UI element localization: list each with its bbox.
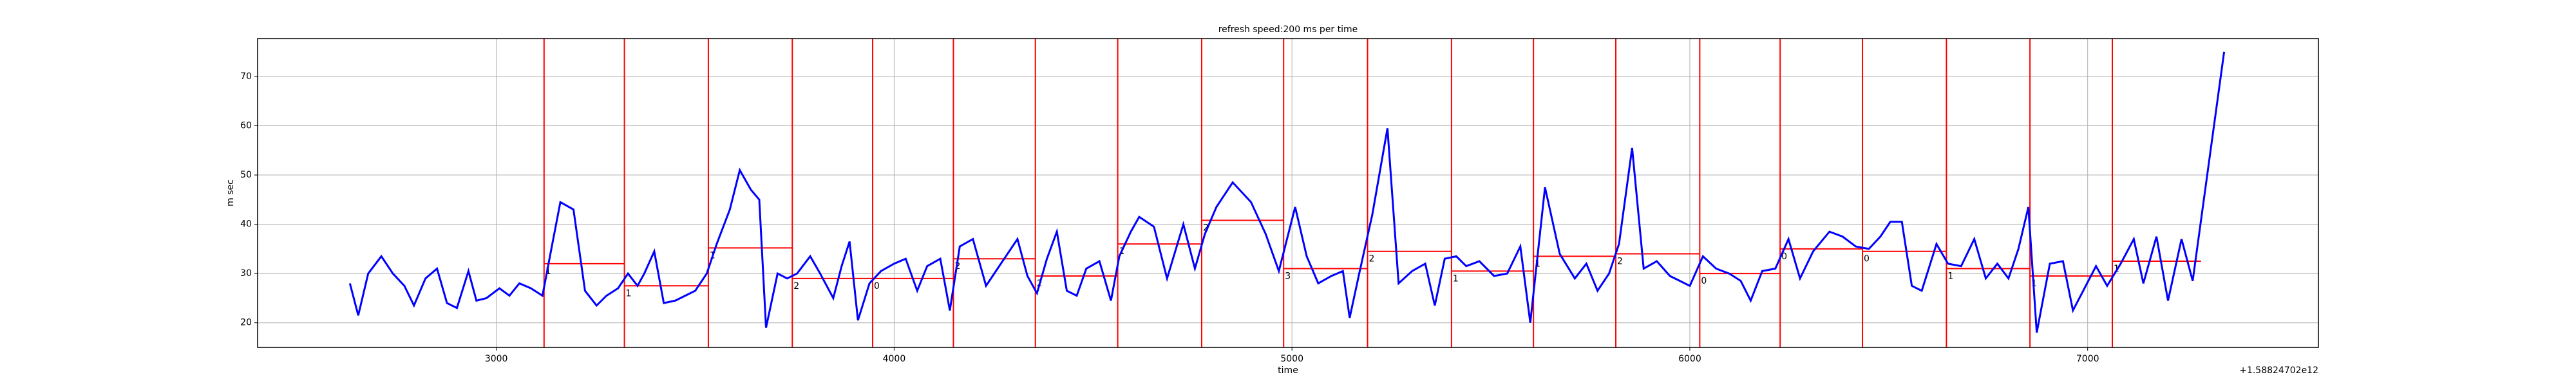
segment-label: 2 bbox=[793, 281, 799, 291]
x-tick-label: 7000 bbox=[2076, 354, 2099, 364]
segment-label: 0 bbox=[1701, 276, 1707, 286]
x-axis-label: time bbox=[1278, 365, 1298, 376]
y-tick-label: 40 bbox=[240, 219, 252, 230]
segment-label: 0 bbox=[874, 281, 880, 291]
x-tick-label: 3000 bbox=[485, 354, 508, 364]
segment-label: 0 bbox=[1864, 254, 1870, 264]
chart-title: refresh speed:200 ms per time bbox=[1218, 24, 1358, 35]
offset-text: +1.58824702e12 bbox=[2239, 365, 2318, 376]
segment-label: 2 bbox=[1369, 254, 1375, 264]
y-tick-label: 70 bbox=[240, 71, 252, 82]
segment-label: 3 bbox=[1285, 271, 1291, 282]
y-tick-label: 30 bbox=[240, 268, 252, 279]
segment-label: 1 bbox=[1947, 271, 1953, 282]
segment-label: 2 bbox=[1203, 223, 1209, 233]
y-axis-label: m sec bbox=[225, 179, 236, 207]
segment-label: 1 bbox=[1453, 273, 1459, 284]
data-line bbox=[348, 51, 2226, 333]
segment-label: 0 bbox=[1781, 252, 1787, 262]
y-tick-label: 60 bbox=[240, 121, 252, 131]
x-tick-label: 5000 bbox=[1280, 354, 1303, 364]
x-tick-label: 4000 bbox=[883, 354, 906, 364]
plot-frame bbox=[257, 38, 2319, 348]
segment-label: 1 bbox=[545, 266, 551, 277]
y-tick-label: 50 bbox=[240, 170, 252, 180]
x-tick-label: 6000 bbox=[1678, 354, 1701, 364]
segment-label: 1 bbox=[626, 288, 632, 299]
segment-label: 2 bbox=[1617, 257, 1623, 267]
y-tick-label: 20 bbox=[240, 318, 252, 328]
